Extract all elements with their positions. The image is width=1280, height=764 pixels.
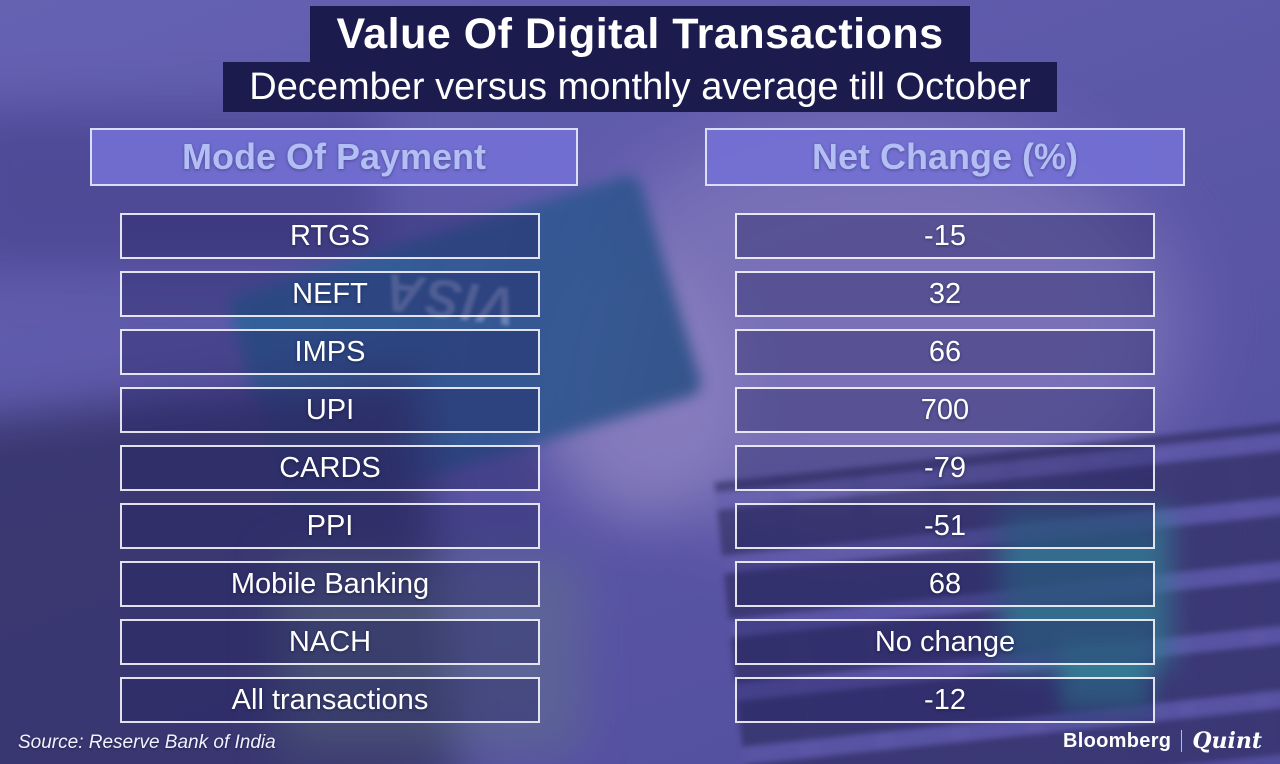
page-subtitle: December versus monthly average till Oct…: [223, 62, 1057, 112]
logo-separator: [1181, 730, 1183, 752]
table-row-mode: Mobile Banking: [120, 561, 540, 607]
table-row-mode: NEFT: [120, 271, 540, 317]
table-row-change: 68: [735, 561, 1155, 607]
table-row-mode: All transactions: [120, 677, 540, 723]
table-row-change: -15: [735, 213, 1155, 259]
bloomberg-logo-text: Bloomberg: [1063, 729, 1172, 752]
table-row-mode: RTGS: [120, 213, 540, 259]
photo-finger-shape: [540, 260, 740, 520]
quint-logo-text: Quint: [1192, 728, 1262, 754]
brand-logo: Bloomberg Quint: [1063, 728, 1262, 754]
table-row-mode: CARDS: [120, 445, 540, 491]
page-title: Value Of Digital Transactions: [310, 6, 970, 62]
table-row-change: -79: [735, 445, 1155, 491]
table-row-mode: IMPS: [120, 329, 540, 375]
source-attribution: Source: Reserve Bank of India: [18, 732, 276, 753]
column-header-change: Net Change (%): [705, 128, 1185, 186]
table-row-mode: UPI: [120, 387, 540, 433]
table-row-mode: PPI: [120, 503, 540, 549]
table-row-change: No change: [735, 619, 1155, 665]
table-row-change: -51: [735, 503, 1155, 549]
column-header-mode: Mode Of Payment: [90, 128, 578, 186]
table-row-change: 66: [735, 329, 1155, 375]
table-row-change: 32: [735, 271, 1155, 317]
table-row-mode: NACH: [120, 619, 540, 665]
table-row-change: 700: [735, 387, 1155, 433]
table-row-change: -12: [735, 677, 1155, 723]
title-block: Value Of Digital Transactions December v…: [0, 6, 1280, 112]
